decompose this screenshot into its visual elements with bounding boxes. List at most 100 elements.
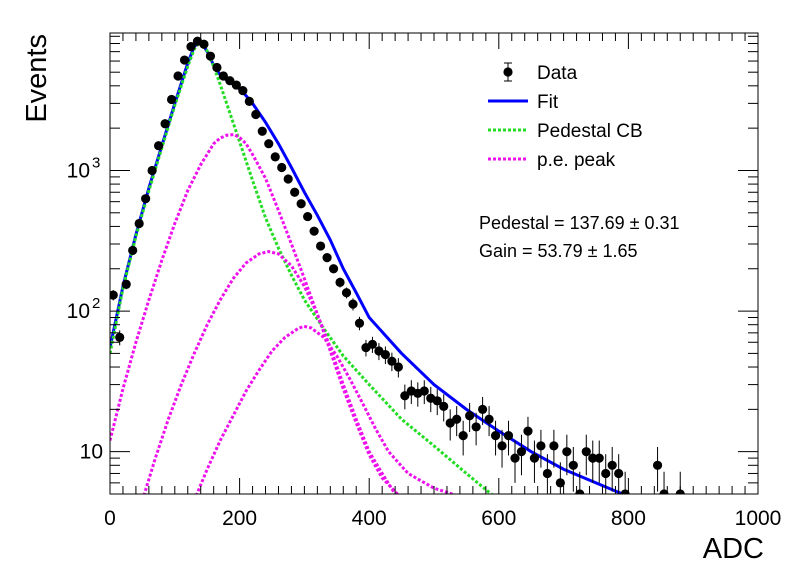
data-point [264, 139, 274, 149]
data-marker [439, 401, 449, 411]
data-point [257, 126, 267, 136]
data-marker [588, 453, 598, 463]
data-marker [465, 411, 475, 421]
data-marker [458, 431, 468, 441]
x-tick-label: 600 [481, 507, 516, 530]
data-marker [335, 277, 345, 287]
data-point [465, 402, 475, 433]
data-point [529, 440, 540, 483]
legend-entry: Data [503, 62, 578, 84]
data-marker [225, 76, 235, 86]
data-point [490, 420, 501, 456]
data-marker [432, 396, 442, 406]
data-marker [607, 460, 617, 470]
y-tick-label: 10 [67, 300, 90, 323]
data-marker [283, 174, 293, 184]
data-point [432, 389, 442, 416]
data-marker [160, 119, 170, 129]
data-point [620, 471, 630, 494]
data-marker [542, 468, 553, 479]
data-point [270, 152, 280, 162]
data-marker [400, 391, 410, 401]
data-point [277, 162, 287, 173]
data-point [290, 187, 300, 197]
x-axis-title: ADC [703, 533, 764, 565]
data-point [212, 62, 222, 73]
data-point [199, 39, 209, 49]
data-point [516, 434, 527, 476]
data-point [218, 71, 228, 81]
data-marker [354, 318, 365, 328]
data-marker [568, 460, 578, 470]
x-tick-label: 400 [352, 507, 387, 530]
data-point [393, 358, 403, 378]
data-marker [270, 152, 280, 162]
legend-label: Pedestal CB [537, 121, 643, 142]
data-point [510, 440, 520, 483]
data-marker [290, 187, 300, 197]
legend-entry: Pedestal CB [488, 121, 643, 142]
legend-entry: Fit [488, 92, 559, 113]
data-point [128, 245, 138, 256]
data-marker [199, 39, 209, 49]
data-point [154, 141, 164, 151]
data-point [110, 290, 118, 301]
data-point [419, 380, 429, 405]
data-point [380, 346, 390, 365]
series-line-pedestal-cb [110, 39, 494, 494]
data-point [452, 406, 462, 437]
data-marker [115, 332, 125, 342]
data-point [134, 218, 144, 229]
pe-peak-curve-2 [142, 250, 398, 494]
data-point [348, 298, 358, 311]
data-point [303, 211, 313, 222]
data-point [478, 396, 488, 425]
data-marker [166, 94, 177, 105]
data-marker [471, 422, 481, 432]
data-point [166, 94, 177, 105]
data-marker [393, 362, 403, 372]
data-marker [478, 404, 488, 414]
data-marker [296, 199, 306, 209]
data-marker [231, 80, 241, 90]
x-tick-label: 800 [611, 507, 646, 530]
data-point [238, 85, 248, 96]
data-marker [110, 290, 118, 300]
data-marker [536, 441, 546, 451]
data-marker [251, 109, 261, 120]
data-marker [173, 71, 183, 81]
data-marker [497, 441, 507, 451]
y-axis-title: Events [21, 34, 53, 123]
data-marker [341, 288, 352, 298]
y-tick-exponent: 3 [92, 154, 100, 171]
x-tick-label: 0 [104, 507, 116, 530]
data-point [283, 174, 293, 184]
data-point [231, 80, 241, 90]
x-tick-label: 1000 [735, 507, 782, 530]
fit-annotation: Gain = 53.79 ± 1.65 [479, 241, 638, 261]
data-point [147, 165, 157, 176]
data-marker [264, 139, 274, 149]
data-point [225, 76, 235, 86]
legend-label: Fit [537, 92, 559, 113]
x-tick-label: 200 [222, 507, 257, 530]
fit-annotation: Pedestal = 137.69 ± 0.31 [479, 213, 680, 233]
data-marker [549, 441, 559, 451]
data-point [471, 412, 481, 446]
data-point [173, 71, 183, 81]
data-point [251, 109, 261, 120]
data-marker [309, 226, 319, 236]
data-point [568, 446, 578, 492]
data-marker [659, 489, 669, 494]
data-marker [452, 414, 462, 424]
data-point [484, 406, 494, 437]
data-point [588, 440, 598, 483]
data-marker [328, 264, 339, 274]
data-point [335, 277, 345, 288]
data-marker [257, 126, 267, 136]
data-marker [303, 211, 313, 222]
y-tick-label: 10 [67, 159, 90, 182]
data-point [354, 316, 365, 331]
